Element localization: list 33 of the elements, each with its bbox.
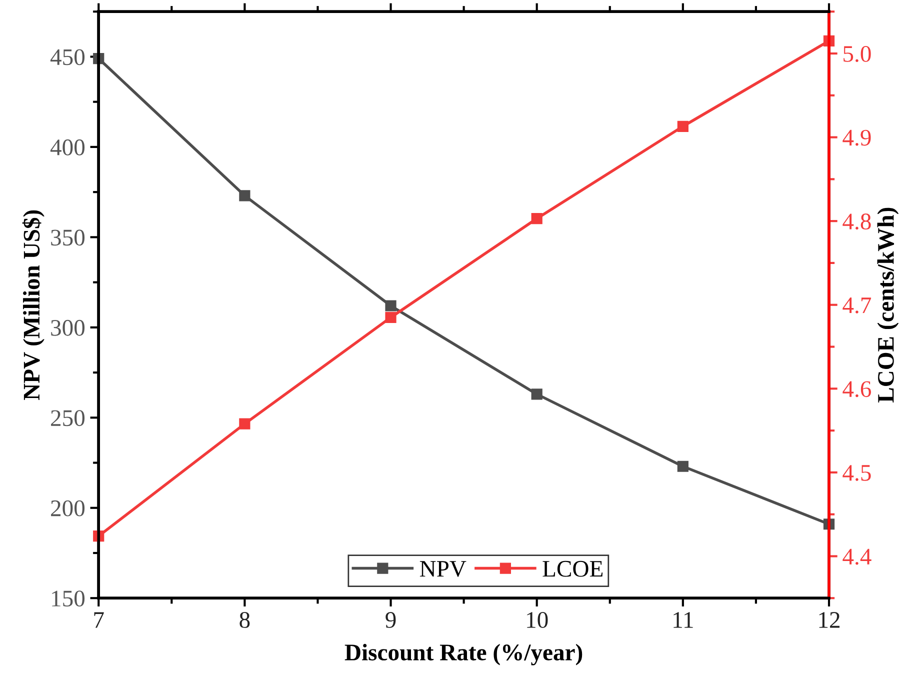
legend-label: LCOE — [542, 560, 603, 577]
y-tick-label: 150 — [52, 590, 85, 607]
y-tick-label: 200 — [51, 500, 85, 516]
point — [531, 212, 542, 224]
x-tick-label: 7 — [94, 612, 104, 628]
y-tick-label: 350 — [51, 230, 85, 246]
point — [677, 460, 688, 472]
x-tick-label: 10 — [527, 612, 548, 628]
x-tick-label: 8 — [240, 612, 250, 628]
y-tick-label: 250 — [51, 410, 85, 426]
point — [385, 312, 396, 323]
y2-tick-label: 4.4 — [842, 548, 872, 565]
y2-tick-label: 4.8 — [842, 214, 871, 230]
point — [677, 120, 688, 132]
y-tick-label: 400 — [50, 139, 85, 156]
y-tick-label: 300 — [51, 320, 85, 336]
point — [239, 418, 250, 430]
y-tick-label: 450 — [50, 49, 85, 66]
y2-axis-title: LCOE (cents/kWh) — [877, 208, 899, 403]
x-axis-title: Discount Rate (%/year) — [344, 644, 582, 666]
y2-tick-label: 4.5 — [842, 465, 871, 481]
point — [239, 190, 250, 202]
y2-tick-label: 4.6 — [842, 381, 872, 398]
y2-tick-label: 4.7 — [842, 298, 872, 314]
x-tick-label: 12 — [819, 612, 840, 628]
point — [385, 300, 396, 312]
y2-tick-label: 4.9 — [842, 130, 871, 146]
x-tick-label: 11 — [674, 612, 693, 628]
point — [531, 388, 542, 400]
legend-label: NPV — [420, 561, 466, 577]
y2-tick-label: 5.0 — [844, 46, 871, 62]
y-axis-title: NPV (Million US$) — [22, 210, 44, 400]
x-tick-label: 9 — [386, 612, 396, 628]
